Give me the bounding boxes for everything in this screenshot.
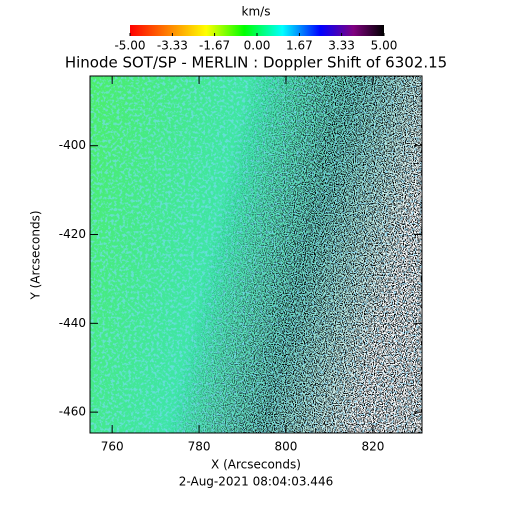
colorbar-label: km/s (242, 5, 271, 19)
x-tick-label: 820 (361, 440, 384, 454)
x-tick-label: 800 (275, 440, 298, 454)
colorbar-tick-label: -1.67 (199, 39, 230, 53)
x-axis-label: X (Arcseconds) (211, 458, 301, 472)
plot-frame (89, 75, 423, 434)
colorbar-tick-label: 1.67 (286, 39, 313, 53)
colorbar-tick-label: -5.00 (114, 39, 145, 53)
colorbar-tick-label: -3.33 (157, 39, 188, 53)
y-axis-label: Y (Arcseconds) (29, 210, 43, 300)
colorbar-tick-label: 5.00 (371, 39, 398, 53)
y-tick-label: -420 (59, 227, 86, 241)
colorbar (130, 25, 384, 36)
date-label: 2-Aug-2021 08:04:03.446 (179, 475, 333, 489)
colorbar-tick-label: 0.00 (244, 39, 271, 53)
image (90, 76, 422, 433)
x-tick-label: 760 (101, 440, 124, 454)
colorbar-tick-label: 3.33 (328, 39, 355, 53)
y-tick-label: -400 (59, 138, 86, 152)
chart-title: Hinode SOT/SP - MERLIN : Doppler Shift o… (65, 54, 447, 72)
x-tick-label: 780 (188, 440, 211, 454)
y-tick-label: -440 (59, 316, 86, 330)
y-tick-label: -460 (59, 405, 86, 419)
